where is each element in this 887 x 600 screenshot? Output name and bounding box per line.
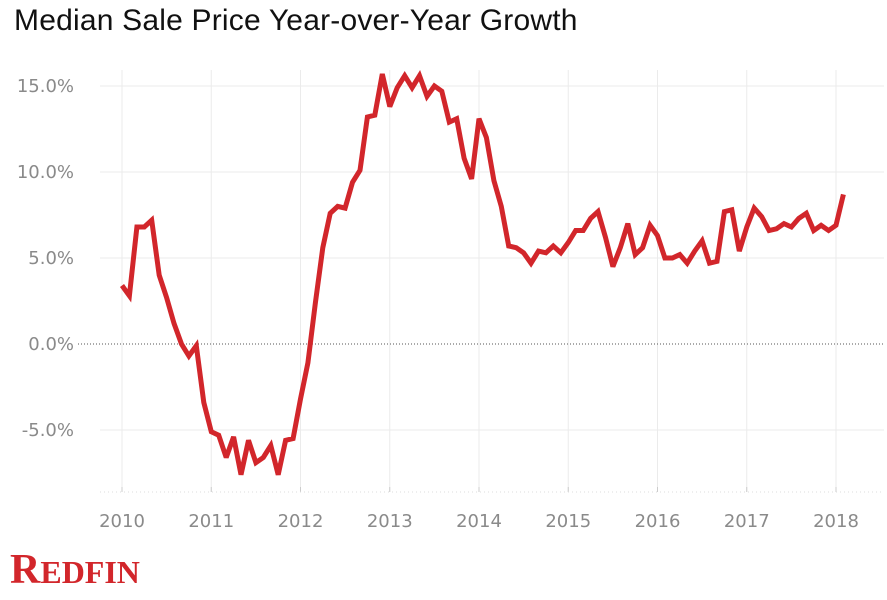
y-tick-label: 0.0% [28, 334, 74, 355]
x-tick-label: 2010 [99, 511, 145, 532]
y-tick-label: 10.0% [17, 162, 74, 183]
series-layer [119, 69, 846, 476]
y-tick-label: 5.0% [28, 248, 74, 269]
x-tick-label: 2015 [545, 511, 591, 532]
y-tick-label: -5.0% [22, 420, 74, 441]
x-tick-label: 2011 [188, 511, 234, 532]
x-tick-label: 2017 [724, 511, 770, 532]
x-tick-label: 2016 [635, 511, 681, 532]
x-tick-label: 2014 [456, 511, 502, 532]
y-tick-label: 15.0% [17, 76, 74, 97]
x-tick-label: 2013 [367, 511, 413, 532]
x-axis: 2010 2011 2012 2013 2014 2015 2016 2017 2018 [99, 487, 884, 532]
brand-rest: EDFIN [40, 554, 140, 590]
chart-title: Median Sale Price Year-over-Year Growth [14, 4, 578, 37]
x-tick-label: 2018 [813, 511, 859, 532]
y-axis: -5.0% 0.0% 5.0% 10.0% 15.0% [17, 76, 74, 441]
x-tick-label: 2012 [278, 511, 324, 532]
brand-initial: R [10, 547, 41, 593]
redfin-logo: REDFIN [10, 546, 140, 594]
series-line [119, 69, 846, 476]
grid-lines [100, 70, 884, 492]
